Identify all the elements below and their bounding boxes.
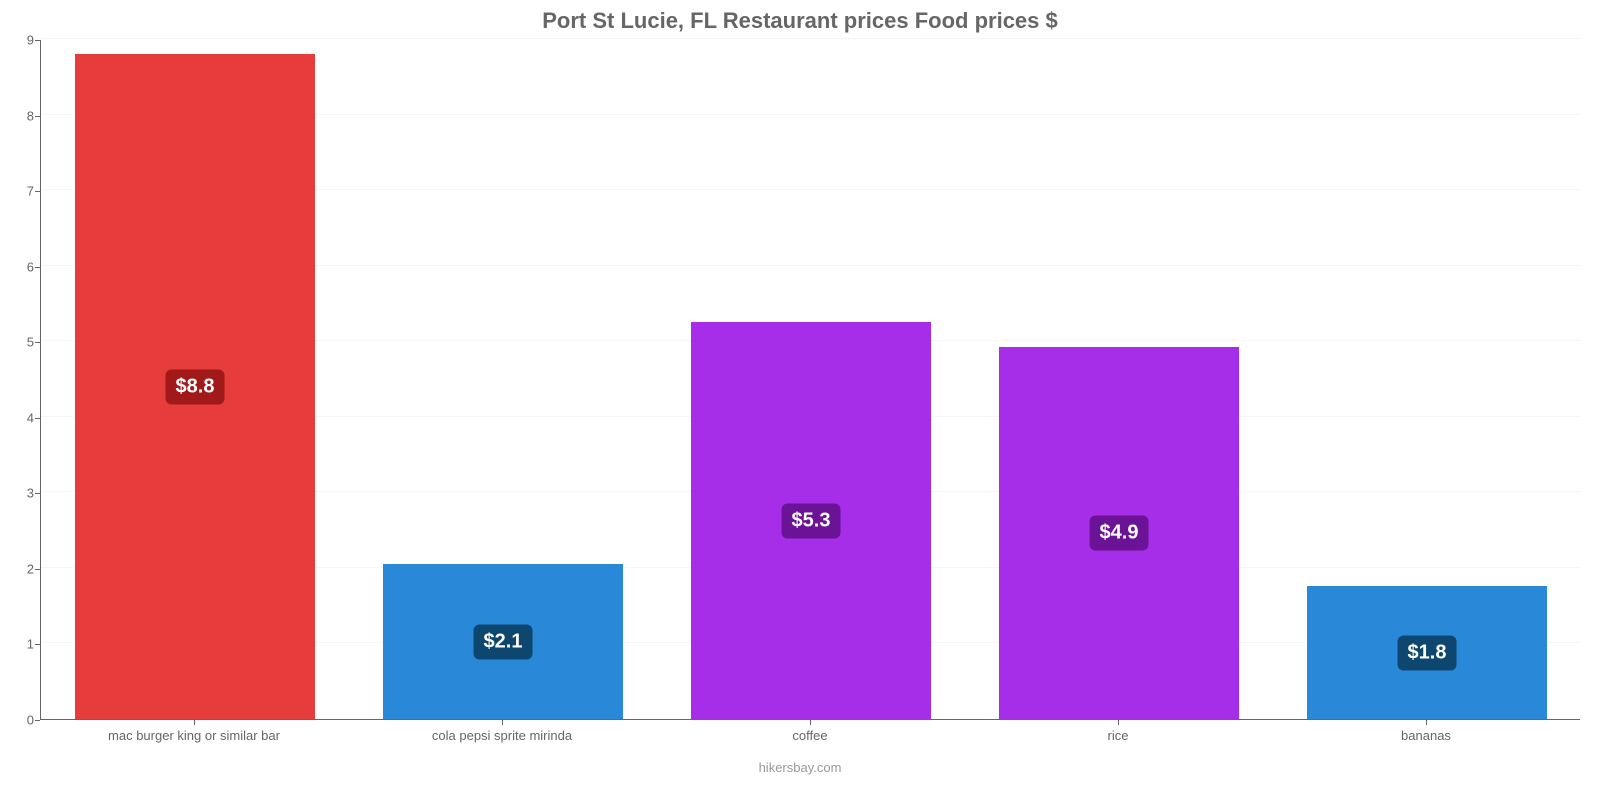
x-tick-label: rice (1108, 728, 1129, 743)
y-tick-label: 0 (4, 713, 34, 728)
y-tick-mark (35, 720, 40, 721)
x-tick-label: cola pepsi sprite mirinda (432, 728, 572, 743)
y-tick-label: 6 (4, 259, 34, 274)
x-tick-mark (1426, 720, 1427, 725)
bar: $4.9 (999, 347, 1239, 719)
bar: $1.8 (1307, 586, 1547, 719)
gridline (41, 38, 1580, 39)
y-tick-label: 1 (4, 637, 34, 652)
y-tick-label: 4 (4, 410, 34, 425)
bar: $8.8 (75, 54, 315, 719)
x-tick-mark (810, 720, 811, 725)
x-tick-label: coffee (792, 728, 827, 743)
plot-area: $8.8 $2.1 $5.3 $4.9 $1.8 (40, 40, 1580, 720)
y-tick-label: 9 (4, 33, 34, 48)
y-tick-label: 2 (4, 561, 34, 576)
bar-value-label: $8.8 (166, 369, 225, 404)
y-tick-label: 5 (4, 335, 34, 350)
x-tick-label: bananas (1401, 728, 1451, 743)
x-tick-label: mac burger king or similar bar (108, 728, 280, 743)
price-bar-chart: Port St Lucie, FL Restaurant prices Food… (0, 0, 1600, 800)
chart-title: Port St Lucie, FL Restaurant prices Food… (0, 8, 1600, 34)
chart-footer: hikersbay.com (0, 760, 1600, 775)
y-tick-label: 3 (4, 486, 34, 501)
bar: $5.3 (691, 322, 931, 719)
x-tick-mark (1118, 720, 1119, 725)
x-tick-mark (502, 720, 503, 725)
bar-value-label: $1.8 (1398, 635, 1457, 670)
bar: $2.1 (383, 564, 623, 719)
bar-value-label: $4.9 (1090, 516, 1149, 551)
y-tick-label: 7 (4, 184, 34, 199)
x-tick-mark (194, 720, 195, 725)
y-tick-label: 8 (4, 108, 34, 123)
bar-value-label: $2.1 (474, 624, 533, 659)
bar-value-label: $5.3 (782, 503, 841, 538)
